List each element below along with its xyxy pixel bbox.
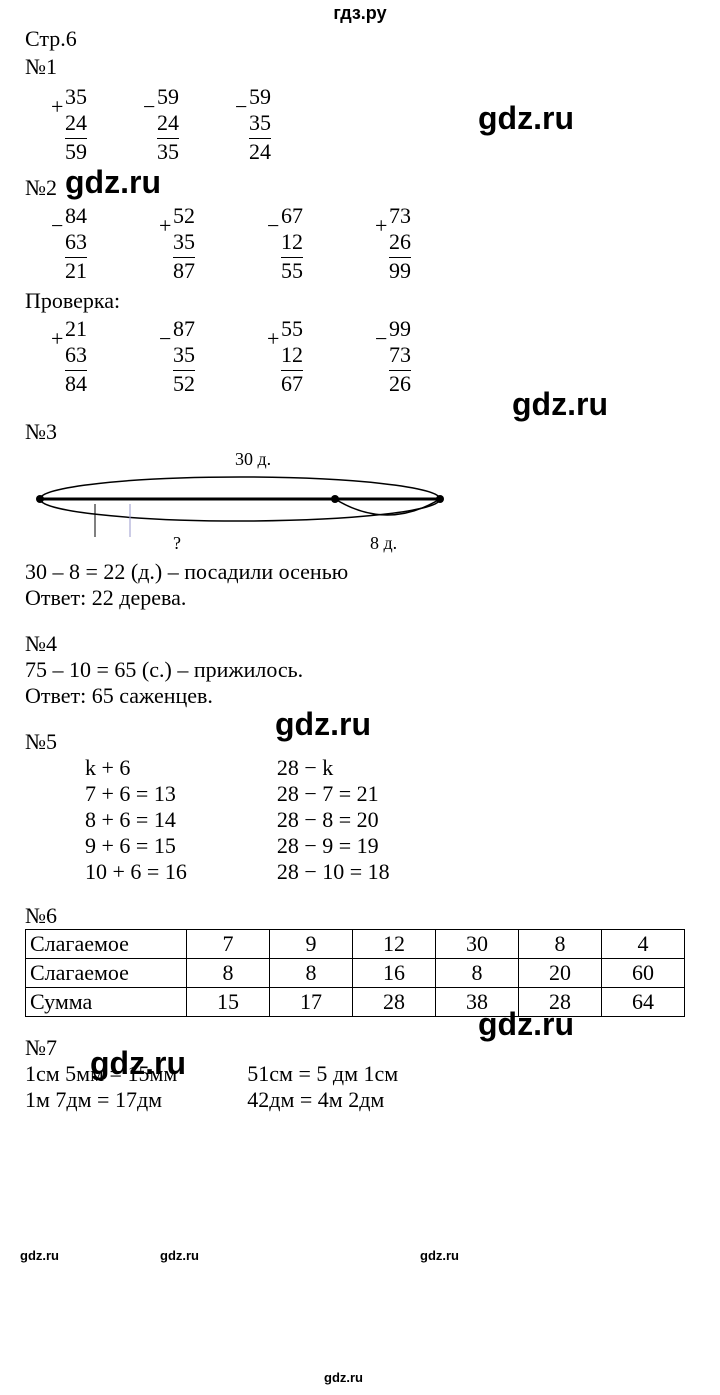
check-label: Проверка: bbox=[25, 288, 695, 314]
exercise-7-left: 1см 5мм = 15мм1м 7дм = 17дм bbox=[25, 1061, 177, 1113]
line: k + 6 bbox=[85, 755, 187, 781]
line: 42дм = 4м 2дм bbox=[247, 1087, 398, 1113]
exercise-3-eq: 30 – 8 = 22 (д.) – посадили осенью bbox=[25, 559, 695, 585]
exercise-5-cols: k + 67 + 6 = 138 + 6 = 149 + 6 = 1510 + … bbox=[85, 755, 695, 885]
exercise-1-ops: +352459 −592435 −593524 bbox=[65, 84, 695, 165]
line: 9 + 6 = 15 bbox=[85, 833, 187, 859]
table-row: Сумма151728382864 bbox=[26, 988, 685, 1017]
watermark: gdz.ru bbox=[324, 1370, 363, 1385]
line: 28 − 9 = 19 bbox=[277, 833, 390, 859]
table-cell: 16 bbox=[353, 959, 436, 988]
table-cell: Сумма bbox=[26, 988, 187, 1017]
line: 28 − 8 = 20 bbox=[277, 807, 390, 833]
table-cell: 8 bbox=[270, 959, 353, 988]
exercise-5-label: №5 bbox=[25, 729, 695, 755]
site-header: гдз.ру bbox=[0, 0, 720, 24]
table-cell: 8 bbox=[519, 930, 602, 959]
column-op: +732699 bbox=[389, 203, 411, 284]
column-op: +352459 bbox=[65, 84, 87, 165]
table-row: Слагаемое79123084 bbox=[26, 930, 685, 959]
column-op: +523587 bbox=[173, 203, 195, 284]
column-op: +551267 bbox=[281, 316, 303, 397]
table-cell: 64 bbox=[602, 988, 685, 1017]
diagram-left-label: ? bbox=[173, 533, 181, 553]
diagram-top-label: 30 д. bbox=[235, 449, 271, 469]
exercise-6-label: №6 bbox=[25, 903, 695, 929]
table-cell: 4 bbox=[602, 930, 685, 959]
table-cell: 15 bbox=[187, 988, 270, 1017]
exercise-4-label: №4 bbox=[25, 631, 695, 657]
table-cell: Слагаемое bbox=[26, 930, 187, 959]
table-cell: 60 bbox=[602, 959, 685, 988]
table-cell: 9 bbox=[270, 930, 353, 959]
line: 8 + 6 = 14 bbox=[85, 807, 187, 833]
exercise-2-row1: −846321 +523587 −671255 +732699 bbox=[65, 203, 695, 284]
column-op: −592435 bbox=[157, 84, 179, 165]
line: 28 − k bbox=[277, 755, 390, 781]
line: 51см = 5 дм 1см bbox=[247, 1061, 398, 1087]
exercise-7-right: 51см = 5 дм 1см42дм = 4м 2дм bbox=[247, 1061, 398, 1113]
watermark: gdz.ru bbox=[420, 1248, 459, 1263]
exercise-3-diagram: 30 д. ? 8 д. bbox=[25, 449, 685, 559]
line: 1м 7дм = 17дм bbox=[25, 1087, 177, 1113]
watermark: gdz.ru bbox=[160, 1248, 199, 1263]
table-cell: 30 bbox=[436, 930, 519, 959]
exercise-4-eq: 75 – 10 = 65 (с.) – прижилось. bbox=[25, 657, 695, 683]
column-op: −873552 bbox=[173, 316, 195, 397]
table-cell: Слагаемое bbox=[26, 959, 187, 988]
exercise-3-answer: Ответ: 22 дерева. bbox=[25, 585, 695, 611]
exercise-5-left: k + 67 + 6 = 138 + 6 = 149 + 6 = 1510 + … bbox=[85, 755, 187, 885]
exercise-7-cols: 1см 5мм = 15мм1м 7дм = 17дм 51см = 5 дм … bbox=[25, 1061, 695, 1113]
exercise-7-label: №7 bbox=[25, 1035, 695, 1061]
table-cell: 17 bbox=[270, 988, 353, 1017]
line: 28 − 10 = 18 bbox=[277, 859, 390, 885]
page-label: Стр.6 bbox=[25, 26, 695, 52]
table-cell: 28 bbox=[519, 988, 602, 1017]
table-cell: 8 bbox=[436, 959, 519, 988]
watermark: gdz.ru bbox=[20, 1248, 59, 1263]
exercise-6-table: Слагаемое79123084Слагаемое881682060Сумма… bbox=[25, 929, 685, 1017]
line: 1см 5мм = 15мм bbox=[25, 1061, 177, 1087]
exercise-5-right: 28 − k28 − 7 = 2128 − 8 = 2028 − 9 = 192… bbox=[277, 755, 390, 885]
column-op: −593524 bbox=[249, 84, 271, 165]
column-op: +216384 bbox=[65, 316, 87, 397]
column-op: −997326 bbox=[389, 316, 411, 397]
column-op: −846321 bbox=[65, 203, 87, 284]
table-row: Слагаемое881682060 bbox=[26, 959, 685, 988]
exercise-1-label: №1 bbox=[25, 54, 695, 80]
table-cell: 8 bbox=[187, 959, 270, 988]
table-cell: 7 bbox=[187, 930, 270, 959]
table-cell: 28 bbox=[353, 988, 436, 1017]
diagram-right-label: 8 д. bbox=[370, 533, 397, 553]
line: 7 + 6 = 13 bbox=[85, 781, 187, 807]
page-content: Стр.6 №1 +352459 −592435 −593524 №2 −84632… bbox=[0, 26, 720, 1113]
table-cell: 20 bbox=[519, 959, 602, 988]
column-op: −671255 bbox=[281, 203, 303, 284]
line: 10 + 6 = 16 bbox=[85, 859, 187, 885]
table-cell: 12 bbox=[353, 930, 436, 959]
exercise-2-row2: +216384 −873552 +551267 −997326 bbox=[65, 316, 695, 397]
table-cell: 38 bbox=[436, 988, 519, 1017]
exercise-3-label: №3 bbox=[25, 419, 695, 445]
exercise-2-label: №2 bbox=[25, 175, 695, 201]
exercise-4-answer: Ответ: 65 саженцев. bbox=[25, 683, 695, 709]
line: 28 − 7 = 21 bbox=[277, 781, 390, 807]
